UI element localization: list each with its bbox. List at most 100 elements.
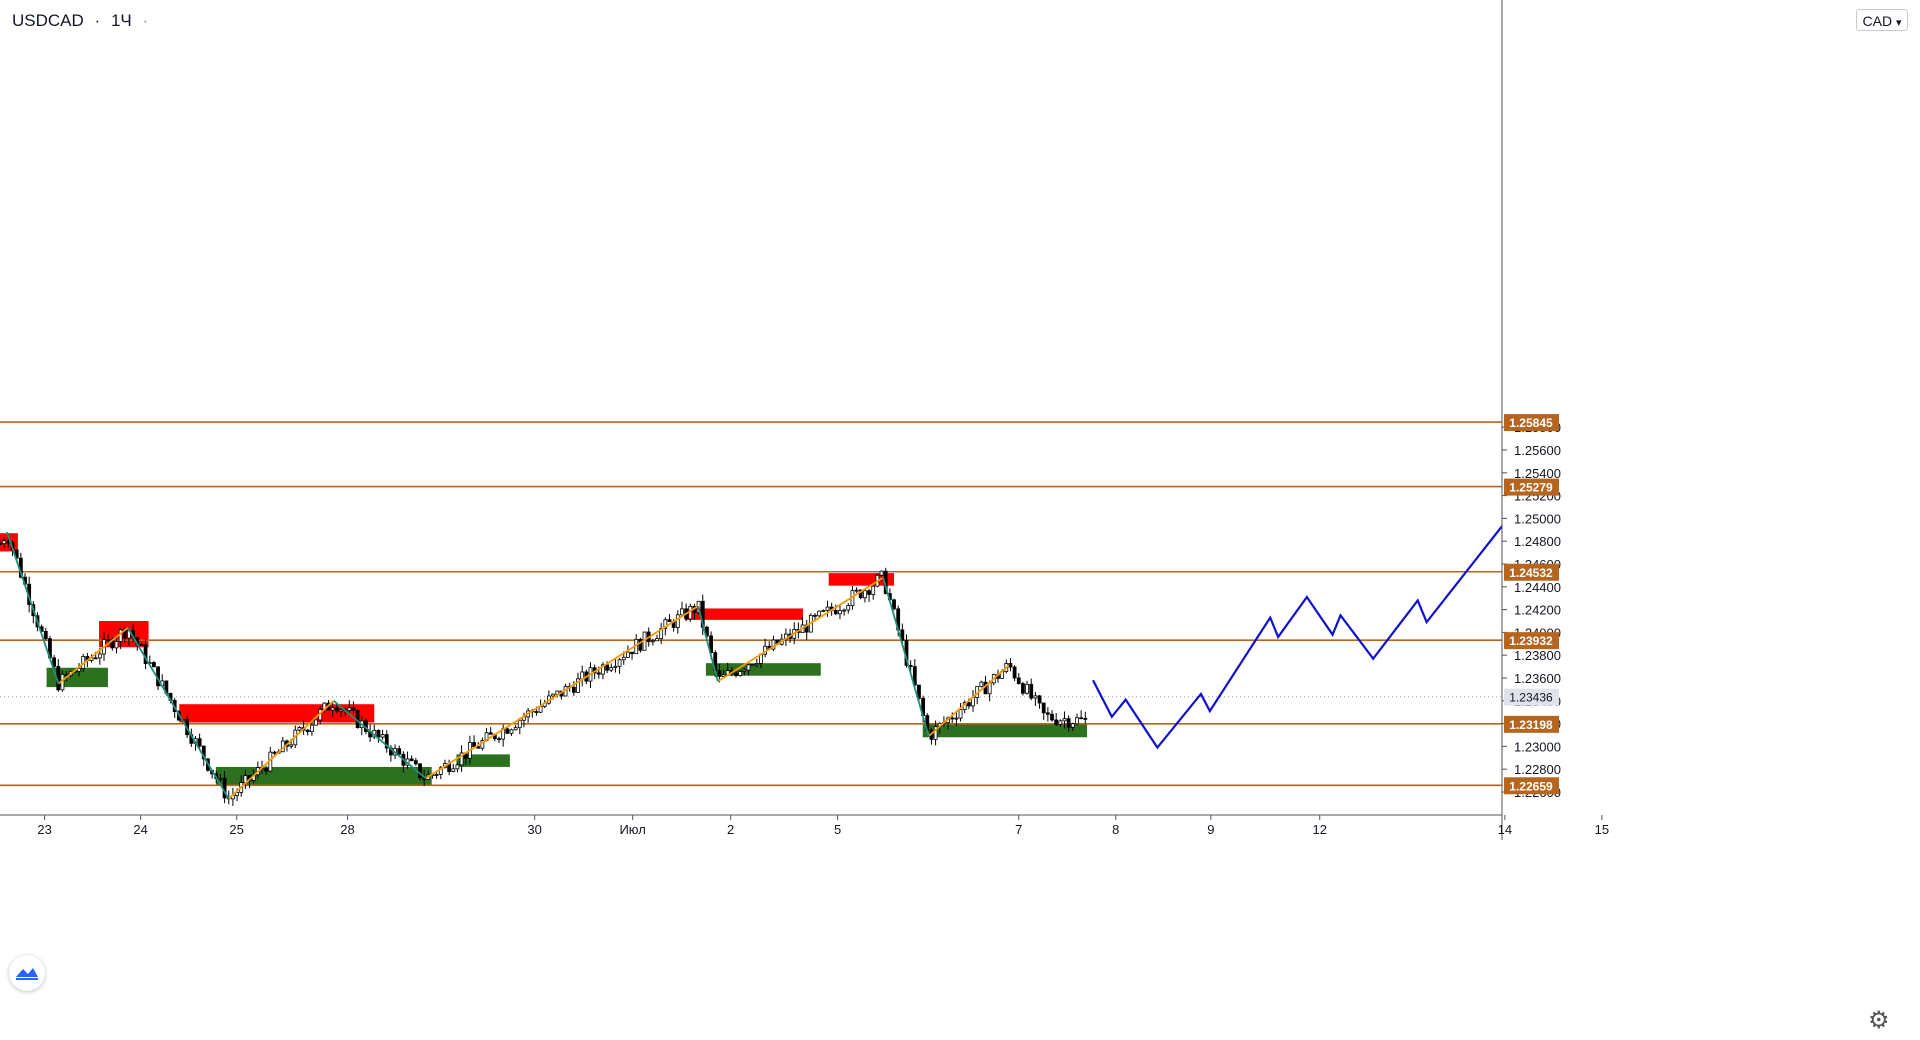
callout-box — [1580, 437, 1657, 463]
price-tick-label: 1.24400 — [1514, 580, 1561, 595]
candle-body — [813, 614, 817, 617]
up-swing-line[interactable] — [928, 664, 1010, 737]
candle-body — [663, 619, 668, 629]
candle-body — [509, 729, 514, 734]
up-swing-line[interactable] — [228, 700, 335, 800]
candle-body — [979, 681, 984, 687]
candle-body — [114, 641, 119, 649]
stop-x-stroke — [1563, 788, 1575, 800]
candle-body — [1012, 666, 1017, 679]
up-swing-line[interactable] — [717, 576, 884, 683]
level-price-tag[interactable] — [1504, 777, 1559, 795]
price-tick-label: 1.24200 — [1514, 603, 1561, 618]
callout-label: 1.25279 — [1592, 442, 1646, 459]
candle-body — [1041, 702, 1046, 714]
supply-zone[interactable] — [685, 608, 803, 620]
candle-body — [750, 664, 755, 667]
candle-body — [434, 774, 439, 776]
candles — [0, 533, 1088, 806]
level-price-tag-label: 1.22659 — [1509, 779, 1553, 793]
symbol-header[interactable]: USDCAD · 1Ч · — [12, 11, 154, 31]
price-tick-label: 1.23000 — [1514, 739, 1561, 754]
level-price-tag[interactable] — [1504, 478, 1559, 496]
time-tick-label: 12 — [1312, 822, 1326, 837]
candle-body — [272, 751, 277, 754]
time-tick-label: 24 — [133, 822, 147, 837]
down-swing-line[interactable] — [697, 605, 719, 682]
price-tick-label: 1.25400 — [1514, 466, 1561, 481]
candle-body — [1008, 663, 1013, 668]
forecast-path[interactable] — [1092, 444, 1585, 750]
down-swing-line[interactable] — [333, 700, 427, 780]
time-tick-label: 28 — [340, 822, 354, 837]
forecast-arrowhead[interactable] — [1567, 444, 1593, 450]
level-price-tag[interactable] — [1504, 632, 1559, 650]
callout-anchor — [1567, 420, 1571, 424]
down-swing-line[interactable] — [882, 577, 930, 737]
candle-body — [950, 717, 955, 720]
callout-stop[interactable]: 1.22659 — [1563, 735, 1657, 800]
candle-body — [742, 669, 747, 672]
candle-body — [721, 674, 726, 677]
price-tick-label: 1.24800 — [1514, 534, 1561, 549]
candle-body — [617, 659, 622, 667]
candle-body — [418, 763, 422, 778]
candle-body — [455, 764, 460, 770]
symbol-name: USDCAD — [12, 11, 84, 30]
price-tick-label: 1.23800 — [1514, 648, 1561, 663]
price-axis[interactable]: 1.226001.228001.230001.232001.234001.236… — [1502, 420, 1561, 800]
candle-body — [0, 543, 2, 545]
demand-zone[interactable] — [705, 663, 821, 676]
plot-area[interactable]: 1.25845 1.25279 1.23198 1.22659 — [0, 372, 1657, 806]
candle-body — [380, 734, 385, 738]
candle-body — [2, 540, 7, 545]
gear-icon[interactable]: ⚙ — [1868, 1007, 1890, 1034]
level-price-tag[interactable] — [1504, 563, 1559, 581]
candle-body — [43, 630, 48, 640]
candle-body — [680, 608, 684, 616]
candle-body — [334, 707, 339, 712]
candle-body — [118, 629, 123, 642]
down-swing-line[interactable] — [6, 531, 60, 684]
candle-body — [1070, 723, 1075, 728]
level-price-tag[interactable] — [1504, 715, 1559, 733]
candle-body — [459, 752, 464, 766]
candle-body — [842, 609, 847, 612]
demand-zone[interactable] — [922, 723, 1088, 738]
down-swing-line[interactable] — [126, 627, 230, 800]
candle-body — [451, 768, 456, 772]
candle-body — [738, 671, 743, 676]
callout-box — [1580, 372, 1657, 398]
candle-body — [605, 664, 610, 671]
candle-body — [879, 570, 884, 576]
price-tick-label: 1.25600 — [1514, 443, 1561, 458]
callout-anchor — [1567, 783, 1571, 787]
candle-body — [497, 738, 501, 741]
candle-body — [833, 610, 838, 615]
candle-body — [1045, 712, 1050, 715]
callout-target[interactable]: 1.25845 — [1567, 372, 1657, 424]
time-axis[interactable]: 23 24 25 28 30 Июл 2 5 7 8 9 12 14 15 — [37, 815, 1609, 837]
currency-label: CAD — [1862, 13, 1893, 29]
currency-button[interactable]: CAD ▾ — [1856, 9, 1908, 31]
timeframe-label[interactable]: 1Ч — [110, 11, 132, 30]
candle-body — [717, 670, 722, 677]
up-swing-line[interactable] — [425, 605, 699, 780]
candle-body — [900, 629, 905, 641]
level-price-tag[interactable] — [1504, 414, 1559, 432]
candle-body — [472, 742, 476, 748]
candle-body — [347, 707, 352, 711]
callout-support[interactable]: 1.23198 — [1567, 674, 1657, 726]
up-swing-line[interactable] — [57, 627, 129, 685]
callout-label: 1.22659 — [1592, 740, 1646, 757]
candle-body — [52, 657, 57, 667]
candle-body — [576, 678, 580, 693]
callout-anchor — [1567, 722, 1571, 726]
callout-target[interactable]: 1.25279 — [1567, 437, 1657, 489]
tradingview-logo-icon[interactable] — [9, 955, 45, 991]
candle-body — [1058, 720, 1063, 725]
header-separator: · — [94, 11, 101, 30]
price-tick-label: 1.22800 — [1514, 762, 1561, 777]
